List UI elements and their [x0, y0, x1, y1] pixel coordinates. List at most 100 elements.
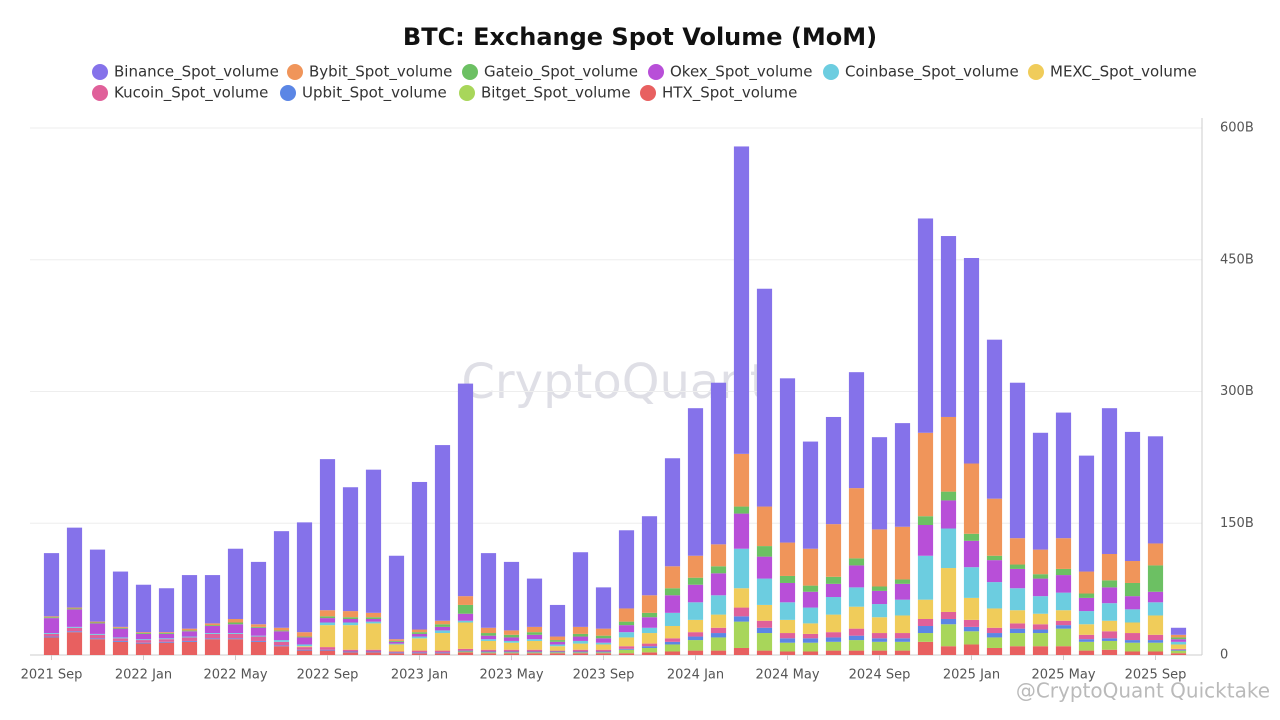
- y-tick-label: 450B: [1220, 252, 1254, 267]
- bar-segment: [296, 650, 313, 655]
- bar-segment: [158, 633, 175, 639]
- bar-segment: [1170, 637, 1187, 640]
- bar-segment: [825, 597, 842, 615]
- bar-segment: [549, 652, 566, 654]
- bar-segment: [710, 382, 727, 545]
- bar-segment: [733, 506, 750, 514]
- bar-segment: [595, 649, 612, 652]
- bar-segment: [1078, 634, 1095, 640]
- legend-label: Coinbase_Spot_volume: [845, 63, 1019, 82]
- bar-segment: [1009, 628, 1026, 634]
- bar-segment: [503, 634, 520, 638]
- legend-label: Binance_Spot_volume: [114, 63, 279, 82]
- bar-segment: [940, 236, 957, 417]
- bar-segment: [457, 622, 474, 649]
- bar-segment: [733, 616, 750, 622]
- bar-segment: [158, 642, 175, 655]
- bar-segment: [1101, 553, 1118, 581]
- bar-segment: [43, 617, 60, 619]
- bar-segment: [1147, 651, 1164, 655]
- bar-segment: [871, 617, 888, 634]
- bar-segment: [618, 625, 635, 633]
- bar-segment: [1032, 646, 1049, 655]
- bar-segment: [802, 607, 819, 624]
- bar-segment: [618, 646, 635, 649]
- bar-segment: [181, 640, 198, 642]
- bar-segment: [296, 644, 313, 647]
- bar-segment: [89, 623, 106, 634]
- bar-segment: [457, 613, 474, 621]
- x-tick-label: 2024 May: [755, 668, 819, 683]
- bar-segment: [1170, 627, 1187, 635]
- bar-segment: [319, 459, 336, 611]
- bar-segment: [1078, 611, 1095, 625]
- bar-segment: [181, 637, 198, 641]
- bar-segment: [572, 653, 589, 655]
- bar-segment: [319, 622, 336, 626]
- bar-segment: [664, 588, 681, 596]
- bar-segment: [457, 383, 474, 597]
- bar-segment: [825, 576, 842, 584]
- bar-segment: [1170, 653, 1187, 655]
- bar-segment: [43, 633, 60, 637]
- bar-segment: [986, 608, 1003, 628]
- bar-segment: [365, 649, 382, 652]
- bar-segment: [825, 524, 842, 577]
- x-tick-label: 2022 May: [203, 668, 267, 683]
- bar-segment: [618, 648, 635, 650]
- bar-segment: [871, 437, 888, 530]
- bar-segment: [572, 651, 589, 653]
- bar-segment: [365, 617, 382, 619]
- bar-segment: [1124, 651, 1141, 655]
- bar-segment: [158, 639, 175, 642]
- bar-segment: [595, 651, 612, 653]
- bar-segment: [480, 627, 497, 634]
- bar-segment: [641, 633, 658, 644]
- bar-segment: [434, 620, 451, 625]
- bar-segment: [135, 632, 152, 634]
- bar-segment: [66, 607, 83, 609]
- bar-segment: [135, 643, 152, 655]
- x-tick-label: 2023 Sep: [573, 668, 635, 683]
- bar-segment: [595, 652, 612, 654]
- bar-segment: [986, 555, 1003, 561]
- legend-label: Okex_Spot_volume: [670, 63, 812, 82]
- bar-segment: [273, 641, 290, 646]
- bar-segment: [296, 646, 313, 648]
- bar-segment: [779, 582, 796, 603]
- bar-segment: [618, 649, 635, 654]
- bar-segment: [319, 650, 336, 655]
- bar-segment: [1101, 631, 1118, 639]
- bar-segment: [89, 638, 106, 640]
- bar-segment: [273, 645, 290, 647]
- bar-segment: [250, 626, 267, 628]
- bar-segment: [917, 525, 934, 556]
- legend-label: Gateio_Spot_volume: [484, 63, 638, 82]
- bar-segment: [1009, 633, 1026, 647]
- bar-segment: [1032, 629, 1049, 634]
- bar-segment: [1124, 622, 1141, 634]
- bar-segment: [250, 635, 267, 637]
- bar-segment: [411, 481, 428, 630]
- bar-segment: [503, 561, 520, 631]
- bar-segment: [549, 650, 566, 652]
- bar-segment: [894, 526, 911, 580]
- bar-segment: [66, 609, 83, 627]
- bar-segment: [181, 641, 198, 655]
- bar-segment: [273, 627, 290, 631]
- bar-segment: [480, 653, 497, 655]
- bar-segment: [595, 644, 612, 650]
- bar-segment: [43, 633, 60, 634]
- bar-segment: [986, 339, 1003, 499]
- bar-segment: [388, 652, 405, 654]
- bar-segment: [687, 619, 704, 633]
- bar-segment: [549, 636, 566, 641]
- bar-segment: [779, 642, 796, 652]
- bar-segment: [802, 638, 819, 643]
- bar-segment: [710, 573, 727, 596]
- bar-segment: [894, 423, 911, 527]
- bar-segment: [89, 639, 106, 655]
- bar-segment: [411, 633, 428, 637]
- bar-segment: [986, 637, 1003, 648]
- bar-segment: [572, 640, 589, 644]
